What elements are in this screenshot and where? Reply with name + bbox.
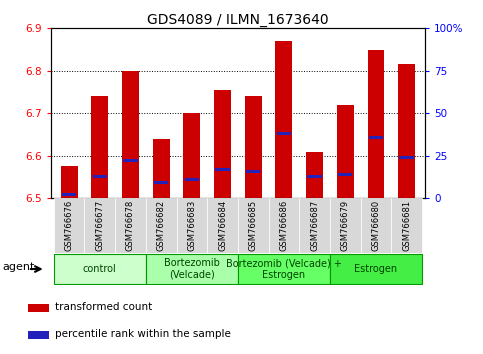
Text: GSM766678: GSM766678 (126, 200, 135, 251)
Bar (122, 71, 139, 198)
Bar (123, 159, 138, 162)
Bar (153, 139, 170, 198)
FancyBboxPatch shape (238, 254, 330, 284)
Text: GSM766680: GSM766680 (371, 200, 381, 251)
Bar (337, 105, 354, 198)
FancyBboxPatch shape (207, 198, 238, 253)
Text: GSM766682: GSM766682 (156, 200, 166, 251)
Bar (93, 175, 107, 178)
Bar (399, 156, 414, 159)
Bar (28, 304, 48, 312)
Bar (184, 113, 200, 198)
Bar (185, 178, 199, 181)
FancyBboxPatch shape (361, 198, 391, 253)
Text: GSM766686: GSM766686 (279, 200, 288, 251)
FancyBboxPatch shape (238, 198, 269, 253)
Text: GSM766677: GSM766677 (95, 200, 104, 251)
Text: GSM766684: GSM766684 (218, 200, 227, 251)
Bar (275, 41, 292, 198)
FancyBboxPatch shape (54, 254, 146, 284)
Bar (91, 96, 108, 198)
Bar (245, 96, 262, 198)
FancyBboxPatch shape (269, 198, 299, 253)
Bar (306, 152, 323, 198)
FancyBboxPatch shape (85, 198, 115, 253)
Bar (338, 173, 353, 176)
Bar (215, 168, 230, 171)
FancyBboxPatch shape (146, 254, 238, 284)
Text: Bortezomib
(Velcade): Bortezomib (Velcade) (164, 258, 220, 280)
FancyBboxPatch shape (330, 254, 422, 284)
Bar (368, 50, 384, 198)
FancyBboxPatch shape (54, 198, 85, 253)
Bar (28, 331, 48, 339)
FancyBboxPatch shape (299, 198, 330, 253)
Text: agent: agent (2, 262, 35, 273)
Text: percentile rank within the sample: percentile rank within the sample (56, 329, 231, 339)
Text: Estrogen: Estrogen (355, 264, 398, 274)
Text: GSM766676: GSM766676 (65, 200, 73, 251)
Text: GSM766681: GSM766681 (402, 200, 411, 251)
Title: GDS4089 / ILMN_1673640: GDS4089 / ILMN_1673640 (147, 13, 329, 27)
FancyBboxPatch shape (115, 198, 146, 253)
Bar (307, 175, 322, 178)
FancyBboxPatch shape (176, 198, 207, 253)
Bar (62, 193, 76, 196)
Bar (61, 166, 78, 198)
FancyBboxPatch shape (146, 198, 176, 253)
FancyBboxPatch shape (330, 198, 361, 253)
Text: GSM766687: GSM766687 (310, 200, 319, 251)
Bar (369, 136, 383, 138)
Text: GSM766685: GSM766685 (249, 200, 258, 251)
Bar (154, 182, 169, 184)
Bar (398, 64, 415, 198)
Text: Bortezomib (Velcade) +
Estrogen: Bortezomib (Velcade) + Estrogen (226, 258, 342, 280)
FancyBboxPatch shape (391, 198, 422, 253)
Bar (214, 90, 231, 198)
Bar (277, 132, 291, 135)
Text: GSM766683: GSM766683 (187, 200, 197, 251)
Text: GSM766679: GSM766679 (341, 200, 350, 251)
Text: transformed count: transformed count (56, 302, 153, 312)
Bar (246, 170, 260, 172)
Text: control: control (83, 264, 117, 274)
